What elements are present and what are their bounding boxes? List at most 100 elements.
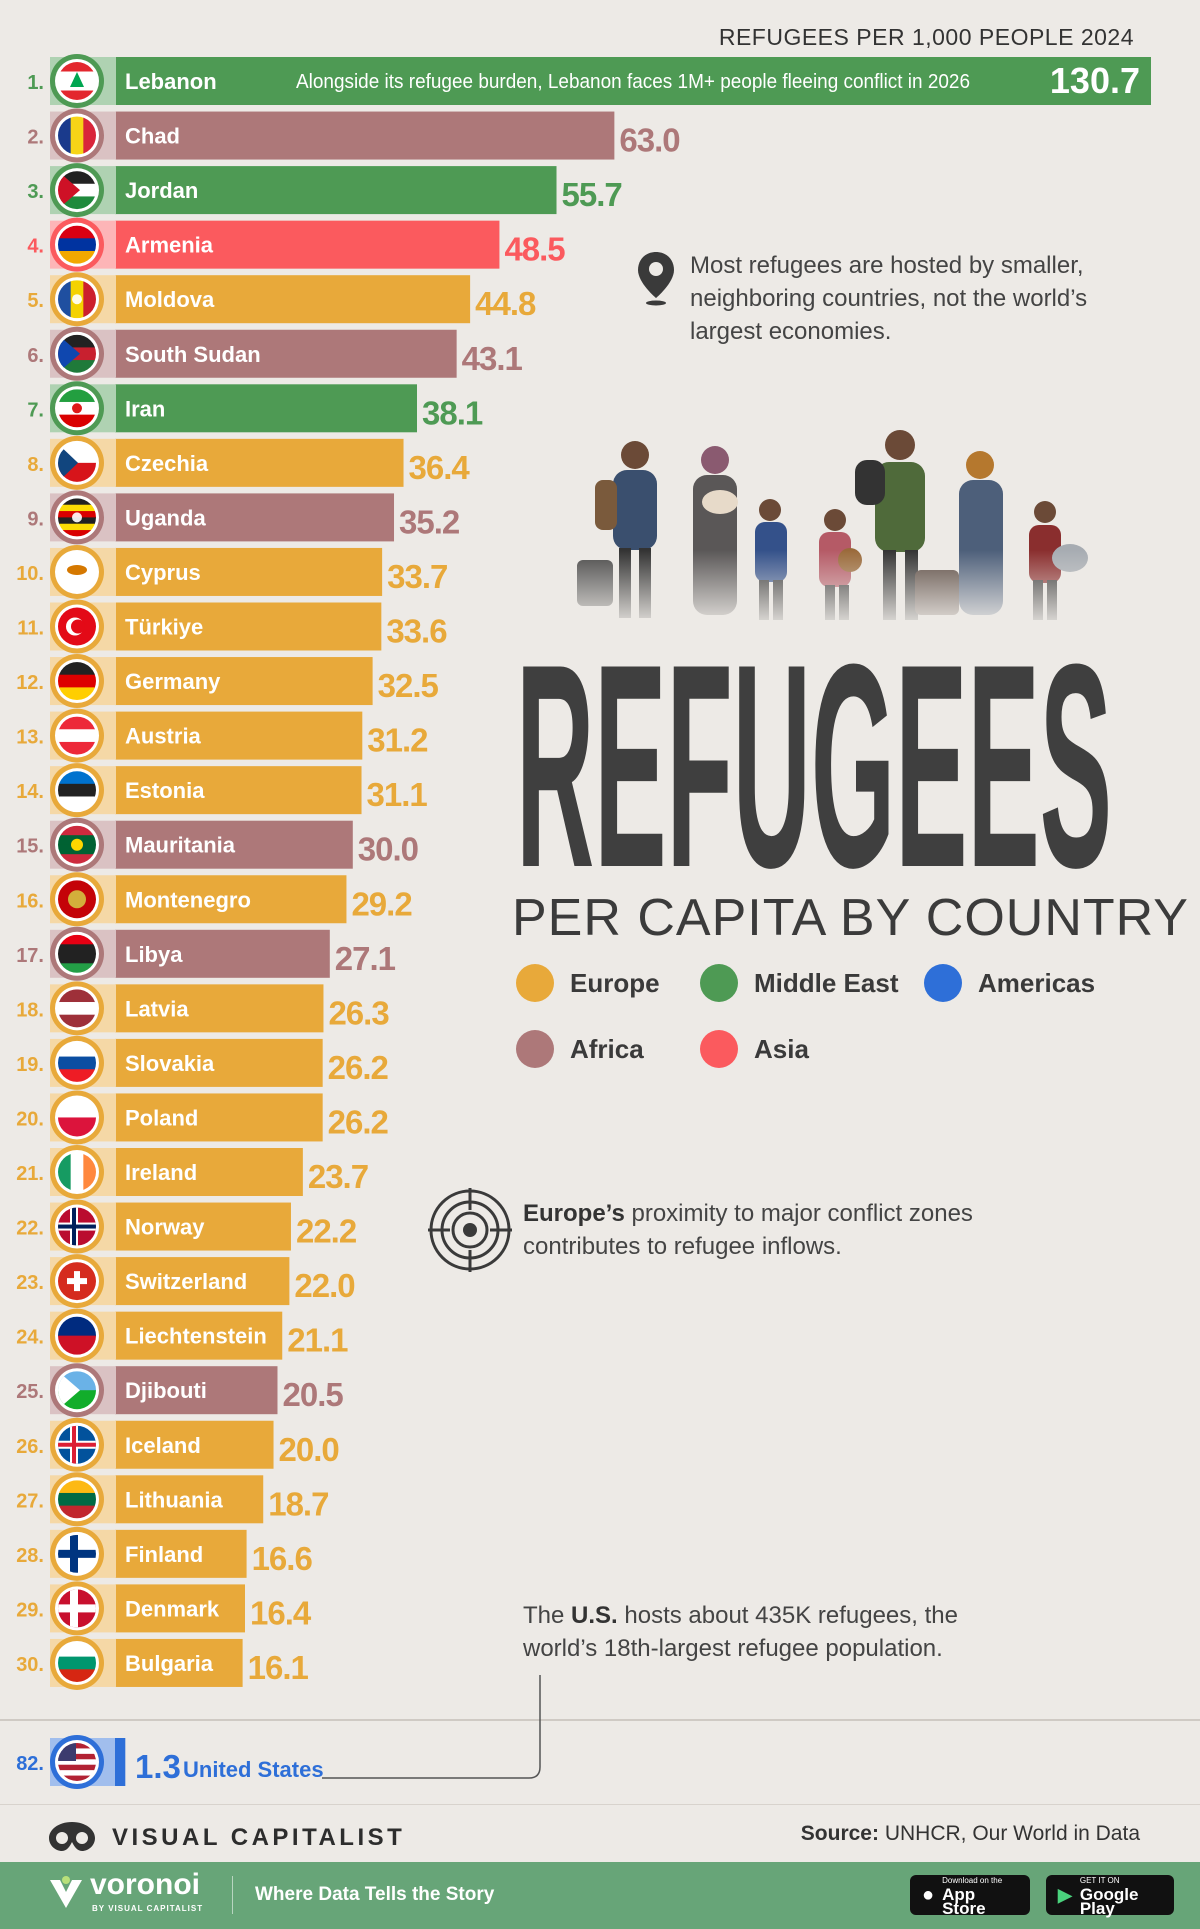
visual-capitalist-logo-icon [49, 1822, 95, 1851]
legend-label: Middle East [754, 967, 899, 998]
bar-row: 23. Switzerland 22.0 [16, 1254, 356, 1309]
legend-item-middle-east: Middle East [700, 964, 898, 1002]
bar-row: 16. Montenegro 29.2 [16, 872, 413, 927]
google-play-button[interactable]: ▶ GET IT ON Google Play [1046, 1875, 1174, 1918]
note-us-bold: U.S. [571, 1602, 618, 1629]
note-europe-rest: proximity to major conflict zones contri… [523, 1200, 973, 1260]
app-store-button[interactable]: ● Download on the App Store [910, 1875, 1030, 1917]
footer-tagline: Where Data Tells the Story [255, 1884, 495, 1905]
rank-label: 30. [16, 1654, 44, 1676]
rank-label: 19. [16, 1054, 44, 1076]
value-label: 20.0 [279, 1431, 339, 1468]
value-label: 26.2 [328, 1049, 389, 1086]
bar [115, 275, 471, 324]
value-label: 36.4 [409, 449, 471, 486]
bar-row: 10. Cyprus 33.7 [16, 544, 448, 599]
apple-icon: ● [922, 1883, 935, 1906]
bar-row: 29. Denmark 16.4 [16, 1581, 313, 1636]
bar [115, 1420, 274, 1469]
refugee-family-illustration [555, 430, 1095, 630]
location-pin-icon [638, 252, 674, 306]
rank-label: 13. [16, 727, 44, 749]
bar-row: 6. South Sudan 43.1 [27, 326, 524, 381]
bar-row: 25. Djibouti 20.5 [16, 1363, 344, 1418]
value-label: 27.1 [335, 940, 396, 977]
brand-name: VISUAL CAPITALIST [112, 1824, 406, 1851]
bar [115, 711, 363, 760]
bar-row: 3. Jordan 55.7 [27, 163, 623, 218]
rank-label: 17. [16, 945, 44, 967]
country-label: Norway [125, 1215, 205, 1240]
bar [115, 220, 500, 269]
denmark-flag-icon [50, 1581, 104, 1636]
mauritania-flag-icon [50, 817, 104, 872]
bar-row: 1. Lebanon 130.7 [27, 54, 1151, 108]
jordan-flag-icon [50, 163, 104, 218]
value-label: 63.0 [619, 122, 679, 159]
libya-flag-icon [50, 926, 104, 981]
bar-row: 22. Norway 22.2 [16, 1199, 358, 1254]
bar-row: 18. Latvia 26.3 [16, 981, 390, 1036]
country-label: Lebanon [125, 69, 217, 94]
bar [115, 929, 330, 978]
switzerland-flag-icon [50, 1254, 104, 1309]
value-label: 130.7 [1050, 60, 1140, 101]
bar [115, 438, 404, 487]
source-label: Source: [800, 1822, 879, 1845]
google-play-label: Google Play [1079, 1885, 1139, 1918]
lebanon-flag-icon [50, 54, 104, 108]
footer-divider [232, 1876, 233, 1914]
rank-label: 7. [27, 399, 44, 421]
bar [115, 384, 418, 433]
bar [115, 1366, 278, 1415]
note-europe-bold: Europe’s [523, 1200, 625, 1227]
bar [115, 657, 373, 706]
bar-row: 14. Estonia 31.1 [16, 763, 428, 818]
country-label: Chad [125, 124, 180, 149]
country-label: Denmark [125, 1596, 220, 1621]
voronoi-name[interactable]: voronoi [90, 1868, 200, 1901]
country-label: Ireland [125, 1160, 197, 1185]
note-europe: Europe’s proximity to major conflict zon… [523, 1197, 1023, 1263]
value-label: 16.1 [248, 1649, 309, 1686]
bar [115, 1529, 247, 1578]
legend-label: Americas [978, 967, 1096, 998]
bar-row: 27. Lithuania 18.7 [16, 1472, 329, 1527]
country-label: Bulgaria [125, 1651, 214, 1676]
lebanon-annotation: Alongside its refugee burden, Lebanon fa… [296, 71, 970, 93]
bar-row: 19. Slovakia 26.2 [16, 1035, 390, 1090]
value-label: 33.6 [386, 613, 447, 650]
bar-row: 7. Iran 38.1 [27, 381, 484, 436]
bar-row: 4. Armenia 48.5 [27, 217, 566, 272]
note-us-rest: hosts about 435K refugees, the world’s 1… [523, 1602, 958, 1662]
connector-line [322, 1675, 541, 1779]
rank-label: 82. [16, 1753, 44, 1775]
legend-label: Africa [570, 1033, 644, 1064]
country-label: Germany [125, 669, 221, 694]
chart-header-label: REFUGEES PER 1,000 PEOPLE 2024 [718, 24, 1134, 50]
value-label: 38.1 [422, 394, 483, 431]
note-us-pre: The [523, 1602, 572, 1629]
rank-label: 12. [16, 672, 44, 694]
chad-flag-icon [50, 108, 104, 163]
bar [115, 166, 557, 215]
rank-label: 9. [27, 508, 44, 530]
country-label: Uganda [125, 505, 206, 530]
country-label: Latvia [125, 996, 189, 1021]
bar [115, 875, 347, 924]
headline-title-text: REFUGEES [516, 628, 1112, 878]
bar [115, 1093, 323, 1142]
legend-swatch-europe [516, 964, 554, 1002]
bar [115, 820, 353, 869]
bar-row: 8. Czechia 36.4 [27, 435, 471, 490]
value-label: 31.2 [367, 722, 428, 759]
value-label: 35.2 [399, 503, 460, 540]
country-label: Libya [125, 942, 183, 967]
legend-swatch-middle-east [700, 964, 738, 1002]
value-label: 29.2 [351, 885, 412, 922]
country-label: South Sudan [125, 342, 261, 367]
bar-row: 28. Finland 16.6 [16, 1526, 313, 1581]
rank-label: 28. [16, 1545, 44, 1567]
value-label: 1.3 [135, 1748, 181, 1785]
rank-label: 8. [27, 454, 44, 476]
